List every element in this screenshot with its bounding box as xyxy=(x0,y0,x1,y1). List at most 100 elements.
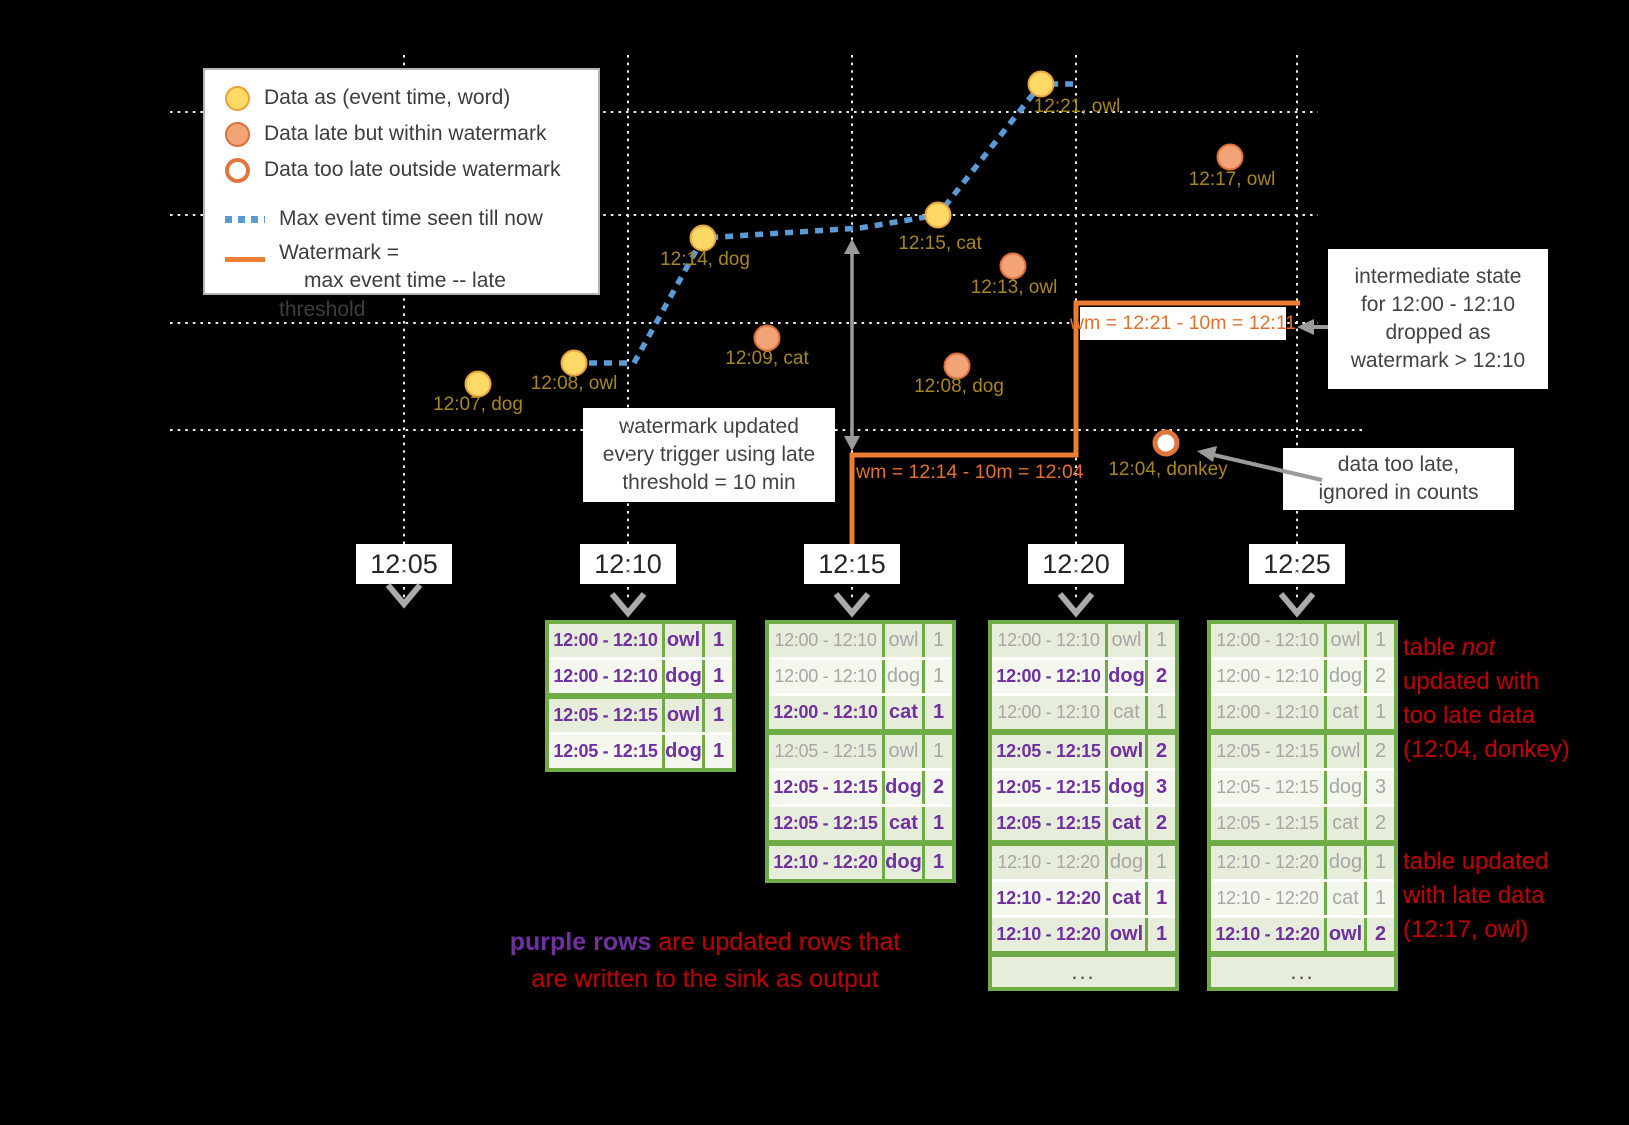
cnt-cell: 1 xyxy=(1148,696,1175,729)
note-text: are updated rows that xyxy=(651,928,901,957)
win-cell: 12:05 - 12:15 xyxy=(549,699,662,732)
cnt-cell: 1 xyxy=(705,624,732,657)
watermark-value-label-1: wm = 12:14 - 10m = 12:04 xyxy=(856,461,1084,483)
cnt-cell: 1 xyxy=(1367,624,1394,657)
purple-rows-highlight: purple rows xyxy=(509,928,652,957)
note-text: are written to the sink as output xyxy=(531,964,879,993)
legend-item-late: Data late but within watermark xyxy=(225,116,598,152)
win-cell: 12:05 - 12:15 xyxy=(1211,735,1324,768)
win-cell: 12:05 - 12:15 xyxy=(769,735,882,768)
word-cell: dog xyxy=(665,735,702,768)
result-table-1225: 12:00 - 12:10 owl 1 12:00 - 12:10 dog 2 12:00 … xyxy=(1207,620,1398,991)
more-rows-ellipsis: ... xyxy=(992,957,1175,987)
table-row: 12:00 - 12:10 dog 2 xyxy=(1211,660,1394,693)
table-row: 12:05 - 12:15 cat 1 xyxy=(769,807,952,840)
word-cell: cat xyxy=(1327,882,1364,915)
win-cell: 12:00 - 12:10 xyxy=(1211,624,1324,657)
cnt-cell: 1 xyxy=(1148,846,1175,879)
table-row: 12:10 - 12:20 cat 1 xyxy=(1211,882,1394,915)
cnt-cell: 2 xyxy=(1367,735,1394,768)
word-cell: owl xyxy=(665,699,702,732)
cnt-cell: 2 xyxy=(1148,807,1175,840)
note-text: table xyxy=(1403,634,1462,662)
table-row: 12:00 - 12:10 dog 2 xyxy=(992,660,1175,693)
watermark-label-line2: max event time -- late threshold xyxy=(279,269,506,321)
too-late-arrow xyxy=(1197,446,1323,482)
legend-spacer xyxy=(225,188,598,201)
table-row: 12:05 - 12:15 owl 2 xyxy=(992,735,1175,768)
win-cell: 12:00 - 12:10 xyxy=(992,696,1105,729)
cnt-cell: 1 xyxy=(925,735,952,768)
table-row: 12:05 - 12:15 dog 1 xyxy=(549,735,732,768)
cnt-cell: 3 xyxy=(1148,771,1175,804)
trigger-time-1210: 12:10 xyxy=(580,544,676,584)
window-group: 12:10 - 12:20 dog 1 12:10 - 12:20 cat 1 12:10 … xyxy=(992,846,1175,951)
note-late-data: table updated with late data (12:17, owl… xyxy=(1403,848,1549,944)
win-cell: 12:05 - 12:15 xyxy=(769,771,882,804)
word-cell: cat xyxy=(1108,807,1145,840)
word-cell: dog xyxy=(885,660,922,693)
table-row: 12:00 - 12:10 owl 1 xyxy=(1211,624,1394,657)
table-row: 12:00 - 12:10 owl 1 xyxy=(549,624,732,657)
watermark-line xyxy=(849,300,1300,544)
win-cell: 12:00 - 12:10 xyxy=(549,624,662,657)
cnt-cell: 2 xyxy=(1148,735,1175,768)
watermark-value-label-2: wm = 12:21 - 10m = 12:11 xyxy=(1070,307,1296,340)
table-row: 12:05 - 12:15 owl 2 xyxy=(1211,735,1394,768)
max-event-time-line xyxy=(574,81,1073,366)
legend-label: Max event time seen till now xyxy=(279,207,543,230)
cnt-cell: 3 xyxy=(1367,771,1394,804)
table-row: 12:00 - 12:10 cat 1 xyxy=(1211,696,1394,729)
word-cell: dog xyxy=(1108,771,1145,804)
word-cell: dog xyxy=(885,846,922,879)
note-too-late-data: table not updated with too late data (12… xyxy=(1403,597,1570,767)
word-cell: owl xyxy=(885,624,922,657)
word-cell: owl xyxy=(1108,735,1145,768)
legend-label: Data as (event time, word) xyxy=(264,86,511,109)
win-cell: 12:05 - 12:15 xyxy=(549,735,662,768)
table-row: 12:00 - 12:10 dog 1 xyxy=(549,660,732,693)
word-cell: cat xyxy=(885,807,922,840)
word-cell: dog xyxy=(1108,846,1145,879)
table-row: 12:00 - 12:10 owl 1 xyxy=(769,624,952,657)
cnt-cell: 2 xyxy=(1367,918,1394,951)
table-row: 12:10 - 12:20 owl 1 xyxy=(992,918,1175,951)
cnt-cell: 1 xyxy=(1367,846,1394,879)
win-cell: 12:10 - 12:20 xyxy=(1211,882,1324,915)
legend-item-max-event-time: Max event time seen till now xyxy=(225,201,598,237)
window-group: 12:10 - 12:20 dog 1 12:10 - 12:20 cat 1 12:10 … xyxy=(1211,846,1394,951)
win-cell: 12:00 - 12:10 xyxy=(1211,660,1324,693)
word-cell: dog xyxy=(1327,660,1364,693)
window-group: 12:00 - 12:10 owl 1 12:00 - 12:10 dog 2 12:00 … xyxy=(1211,624,1394,729)
too-late-annotation: data too late, ignored in counts xyxy=(1283,448,1514,510)
window-group: 12:05 - 12:15 owl 2 12:05 - 12:15 dog 3 12:05 … xyxy=(1211,735,1394,840)
table-row: 12:10 - 12:20 dog 1 xyxy=(1211,846,1394,879)
note-text: updated with too late data (12:04, donke… xyxy=(1403,668,1570,764)
cnt-cell: 1 xyxy=(1148,624,1175,657)
cnt-cell: 2 xyxy=(1367,807,1394,840)
table-row: 12:05 - 12:15 dog 3 xyxy=(1211,771,1394,804)
cnt-cell: 1 xyxy=(1148,882,1175,915)
cnt-cell: 1 xyxy=(925,807,952,840)
table-row: 12:00 - 12:10 dog 1 xyxy=(769,660,952,693)
cnt-cell: 1 xyxy=(1148,918,1175,951)
cnt-cell: 1 xyxy=(1367,882,1394,915)
win-cell: 12:00 - 12:10 xyxy=(1211,696,1324,729)
table-row: 12:05 - 12:15 cat 2 xyxy=(992,807,1175,840)
table-row: 12:00 - 12:10 cat 1 xyxy=(769,696,952,729)
too-late-point-icon xyxy=(225,157,250,183)
legend-label: Watermark = max event time -- late thres… xyxy=(279,239,598,324)
word-cell: owl xyxy=(885,735,922,768)
dotted-line-icon xyxy=(225,215,265,223)
word-cell: owl xyxy=(1108,624,1145,657)
on-time-point-icon xyxy=(225,85,250,111)
watermark-update-annotation: watermark updated every trigger using la… xyxy=(583,408,835,502)
window-group: 12:05 - 12:15 owl 1 12:05 - 12:15 dog 2 12:05 … xyxy=(769,735,952,840)
cnt-cell: 1 xyxy=(1367,696,1394,729)
win-cell: 12:10 - 12:20 xyxy=(992,846,1105,879)
solid-line-icon xyxy=(225,257,265,262)
legend: Data as (event time, word) Data late but… xyxy=(203,68,600,321)
win-cell: 12:00 - 12:10 xyxy=(769,660,882,693)
word-cell: owl xyxy=(665,624,702,657)
cnt-cell: 2 xyxy=(1367,660,1394,693)
